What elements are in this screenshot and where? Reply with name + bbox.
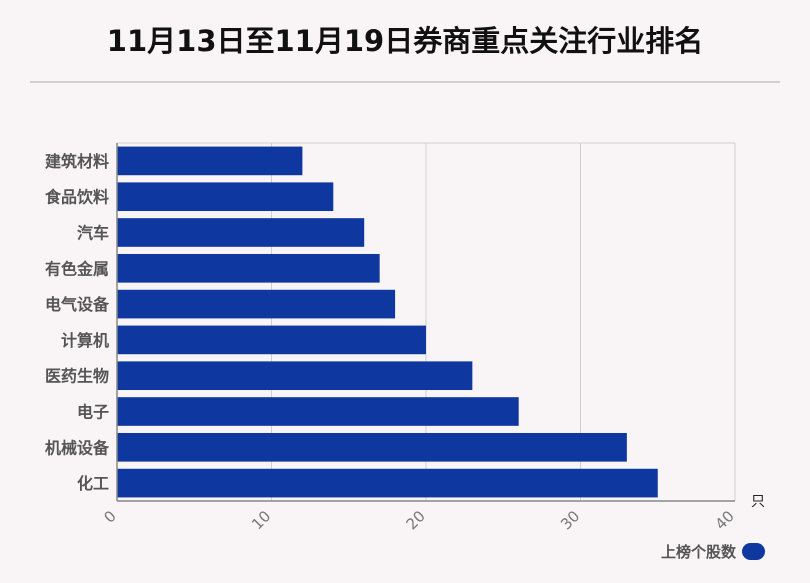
bar-10 (117, 468, 658, 498)
bar-8 (117, 397, 519, 426)
legend[interactable]: 上榜个股数 (661, 540, 766, 562)
category-label: 建筑材料 (45, 152, 109, 171)
category-label: 计算机 (61, 331, 109, 350)
category-label: 电子 (77, 403, 109, 422)
bar-7 (117, 361, 473, 391)
x-axis-unit: 只 (751, 494, 765, 510)
x-tick-label: 20 (403, 507, 429, 533)
bar-2 (117, 182, 334, 212)
bar-5 (117, 289, 396, 319)
legend-label: 上榜个股数 (661, 542, 737, 561)
x-tick-label: 10 (248, 507, 274, 533)
x-tick-label: 30 (557, 507, 583, 533)
chart-title: 11月13日至11月19日券商重点关注行业排名 (106, 24, 704, 58)
category-label: 食品饮料 (44, 188, 109, 207)
category-label: 电气设备 (45, 295, 110, 314)
bar-1 (117, 146, 303, 176)
category-label: 化工 (77, 474, 109, 493)
bar-4 (117, 253, 380, 283)
title-divider (30, 81, 780, 83)
category-label: 汽车 (77, 224, 109, 243)
category-label: 医药生物 (45, 367, 109, 386)
category-label: 机械设备 (45, 438, 110, 457)
bar-9 (117, 432, 627, 462)
x-tick-label: 40 (712, 507, 738, 533)
bar-3 (117, 218, 365, 247)
bar-6 (117, 325, 426, 355)
category-label: 有色金属 (45, 259, 109, 278)
x-tick-label: 0 (100, 507, 119, 526)
legend-swatch (742, 542, 766, 560)
